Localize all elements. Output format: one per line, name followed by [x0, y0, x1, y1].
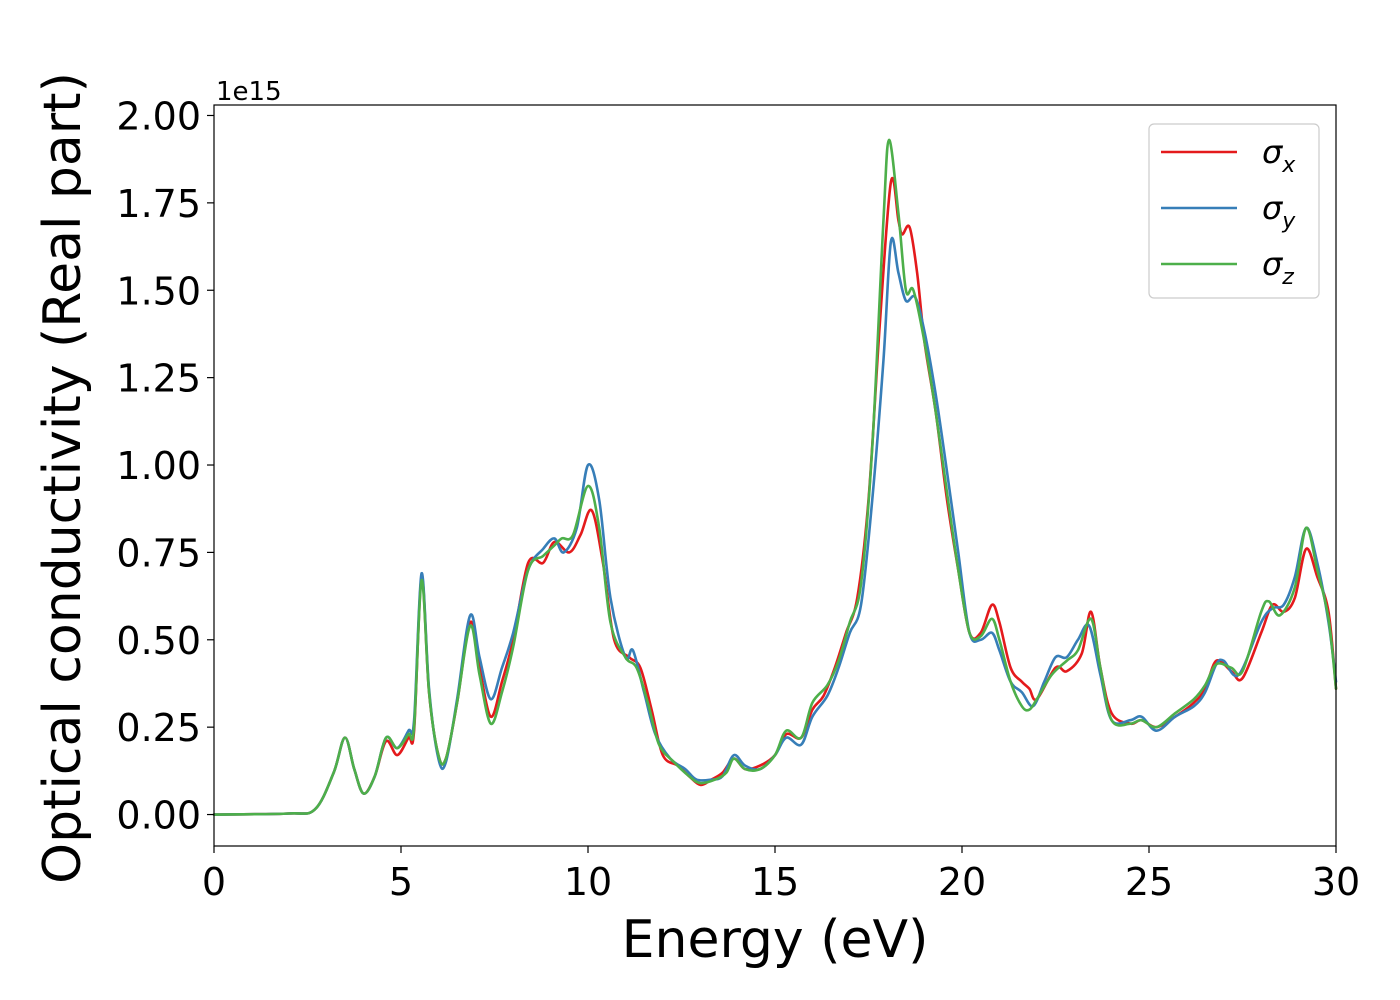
x-tick-label: 5	[389, 860, 413, 904]
y-tick-label: 1.50	[116, 269, 201, 313]
y-axis-label: Optical conductivity (Real part)	[33, 72, 93, 884]
series-line-y	[212, 236, 1338, 816]
legend-label-y: σy	[1262, 189, 1296, 234]
legend-box	[1148, 123, 1320, 299]
x-tick-label: 25	[1125, 860, 1173, 904]
x-axis-label: Energy (eV)	[622, 910, 929, 970]
y-tick-label: 1.75	[116, 182, 201, 226]
x-tick-label: 20	[938, 860, 986, 904]
y-offset-label: 1e15	[216, 77, 282, 107]
legend-label-z: σz	[1262, 245, 1294, 290]
legend-label-x: σx	[1262, 133, 1296, 178]
y-tick-label: 1.00	[116, 444, 201, 488]
y-tick-label: 1.25	[116, 357, 201, 401]
x-tick-label: 0	[202, 860, 226, 904]
y-tick-label: 0.50	[116, 619, 201, 663]
x-axis-ticks: 0 5 10 15 20 25 30	[202, 846, 1360, 904]
x-tick-label: 15	[751, 860, 799, 904]
y-tick-label: 0.00	[116, 794, 201, 838]
series-lines	[212, 138, 1338, 816]
x-tick-label: 10	[564, 860, 612, 904]
legend: σx σy σz	[1148, 123, 1320, 299]
y-axis-ticks: 0.00 0.25 0.50 0.75 1.00 1.25 1.50 1.75 2.00	[116, 94, 214, 838]
y-tick-label: 0.25	[116, 706, 201, 750]
x-tick-label: 30	[1312, 860, 1360, 904]
series-line-z	[212, 138, 1338, 816]
y-tick-label: 0.75	[116, 531, 201, 575]
y-tick-label: 2.00	[116, 94, 201, 138]
